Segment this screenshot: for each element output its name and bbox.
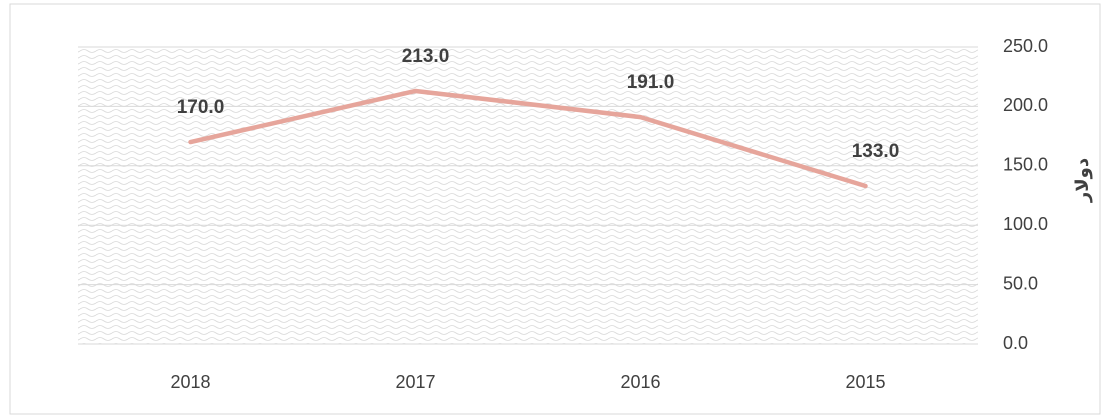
y-tick-label: 250.0 xyxy=(1003,36,1048,56)
x-tick-label: 2018 xyxy=(170,372,210,392)
data-label: 213.0 xyxy=(402,46,450,67)
x-tick-label: 2016 xyxy=(620,372,660,392)
x-tick-label: 2015 xyxy=(845,372,885,392)
plot-background xyxy=(78,47,978,344)
data-label: 170.0 xyxy=(177,97,225,118)
y-tick-label: 150.0 xyxy=(1003,155,1048,175)
y-tick-label: 0.0 xyxy=(1003,333,1028,353)
x-tick-label: 2017 xyxy=(395,372,435,392)
y-tick-label: 100.0 xyxy=(1003,214,1048,234)
data-line xyxy=(188,88,868,189)
y-tick-label: 50.0 xyxy=(1003,273,1038,293)
y-axis-label: دولار xyxy=(1072,158,1093,203)
data-label: 133.0 xyxy=(852,141,900,162)
y-tick-label: 200.0 xyxy=(1003,95,1048,115)
data-label: 191.0 xyxy=(627,72,675,93)
